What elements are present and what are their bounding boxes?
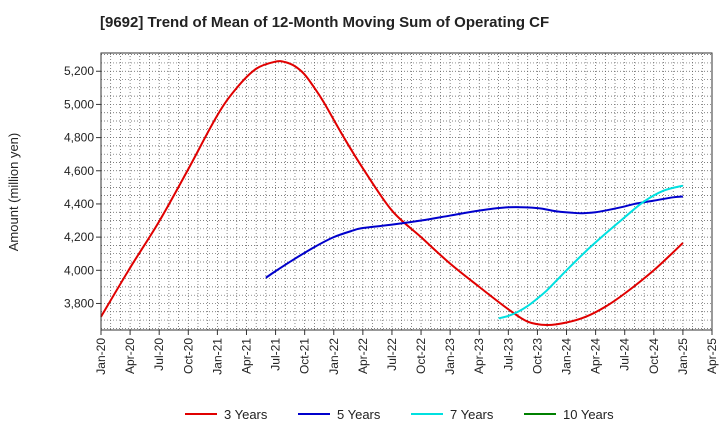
x-tick-label: Jan-25 xyxy=(676,338,690,375)
legend-label-3-years: 3 Years xyxy=(224,407,268,422)
x-tick-label: Apr-25 xyxy=(705,338,719,374)
x-tick-label: Jul-23 xyxy=(501,338,515,371)
x-tick-label: Oct-24 xyxy=(647,338,661,374)
y-tick-label: 4,600 xyxy=(64,164,94,178)
y-tick-label: 4,800 xyxy=(64,131,94,145)
y-tick-label: 4,200 xyxy=(64,230,94,244)
y-tick-label: 3,800 xyxy=(64,296,94,310)
x-tick-label: Jul-22 xyxy=(385,338,399,371)
plot-background xyxy=(101,53,712,330)
legend: 3 Years 5 Years 7 Years 10 Years xyxy=(185,407,614,422)
legend-label-10-years: 10 Years xyxy=(563,407,614,422)
x-tick-label: Oct-20 xyxy=(181,338,195,374)
x-tick-label: Apr-20 xyxy=(123,338,137,374)
plot-area xyxy=(101,53,712,330)
series-group xyxy=(100,60,684,327)
series-line-5-years xyxy=(265,195,683,279)
x-tick-label: Jul-21 xyxy=(269,338,283,371)
x-tick-label: Jan-21 xyxy=(210,338,224,375)
x-tick-label: Jan-23 xyxy=(443,338,457,375)
y-tick-label: 5,200 xyxy=(64,64,94,78)
x-tick-label: Jan-24 xyxy=(560,338,574,375)
x-tick-label: Jan-22 xyxy=(327,338,341,375)
grid-lines xyxy=(101,53,712,330)
x-tick-label: Oct-22 xyxy=(414,338,428,374)
series-line-7-years xyxy=(498,184,684,320)
x-tick-label: Oct-23 xyxy=(530,338,544,374)
x-tick-label: Apr-22 xyxy=(356,338,370,374)
legend-label-7-years: 7 Years xyxy=(450,407,494,422)
y-tick-label: 4,000 xyxy=(64,263,94,277)
x-tick-label: Apr-23 xyxy=(472,338,486,374)
x-tick-label: Apr-21 xyxy=(239,338,253,374)
y-tick-label: 5,000 xyxy=(64,97,94,111)
x-tick-label: Jan-20 xyxy=(94,338,108,375)
chart-title: [9692] Trend of Mean of 12-Month Moving … xyxy=(100,14,550,31)
plot-border xyxy=(100,52,713,331)
axes: 3,800 4,000 4,200 4,400 4,600 4,800 5,000 5,200… xyxy=(64,52,719,375)
x-tick-label: Apr-24 xyxy=(589,338,603,374)
y-axis-title: Amount (million yen) xyxy=(6,133,21,252)
x-tick-label: Oct-21 xyxy=(298,338,312,374)
series-line-3-years xyxy=(100,60,684,327)
legend-label-5-years: 5 Years xyxy=(337,407,381,422)
x-tick-label: Jul-20 xyxy=(152,338,166,371)
x-tick-label: Jul-24 xyxy=(618,338,632,371)
y-tick-label: 4,400 xyxy=(64,197,94,211)
